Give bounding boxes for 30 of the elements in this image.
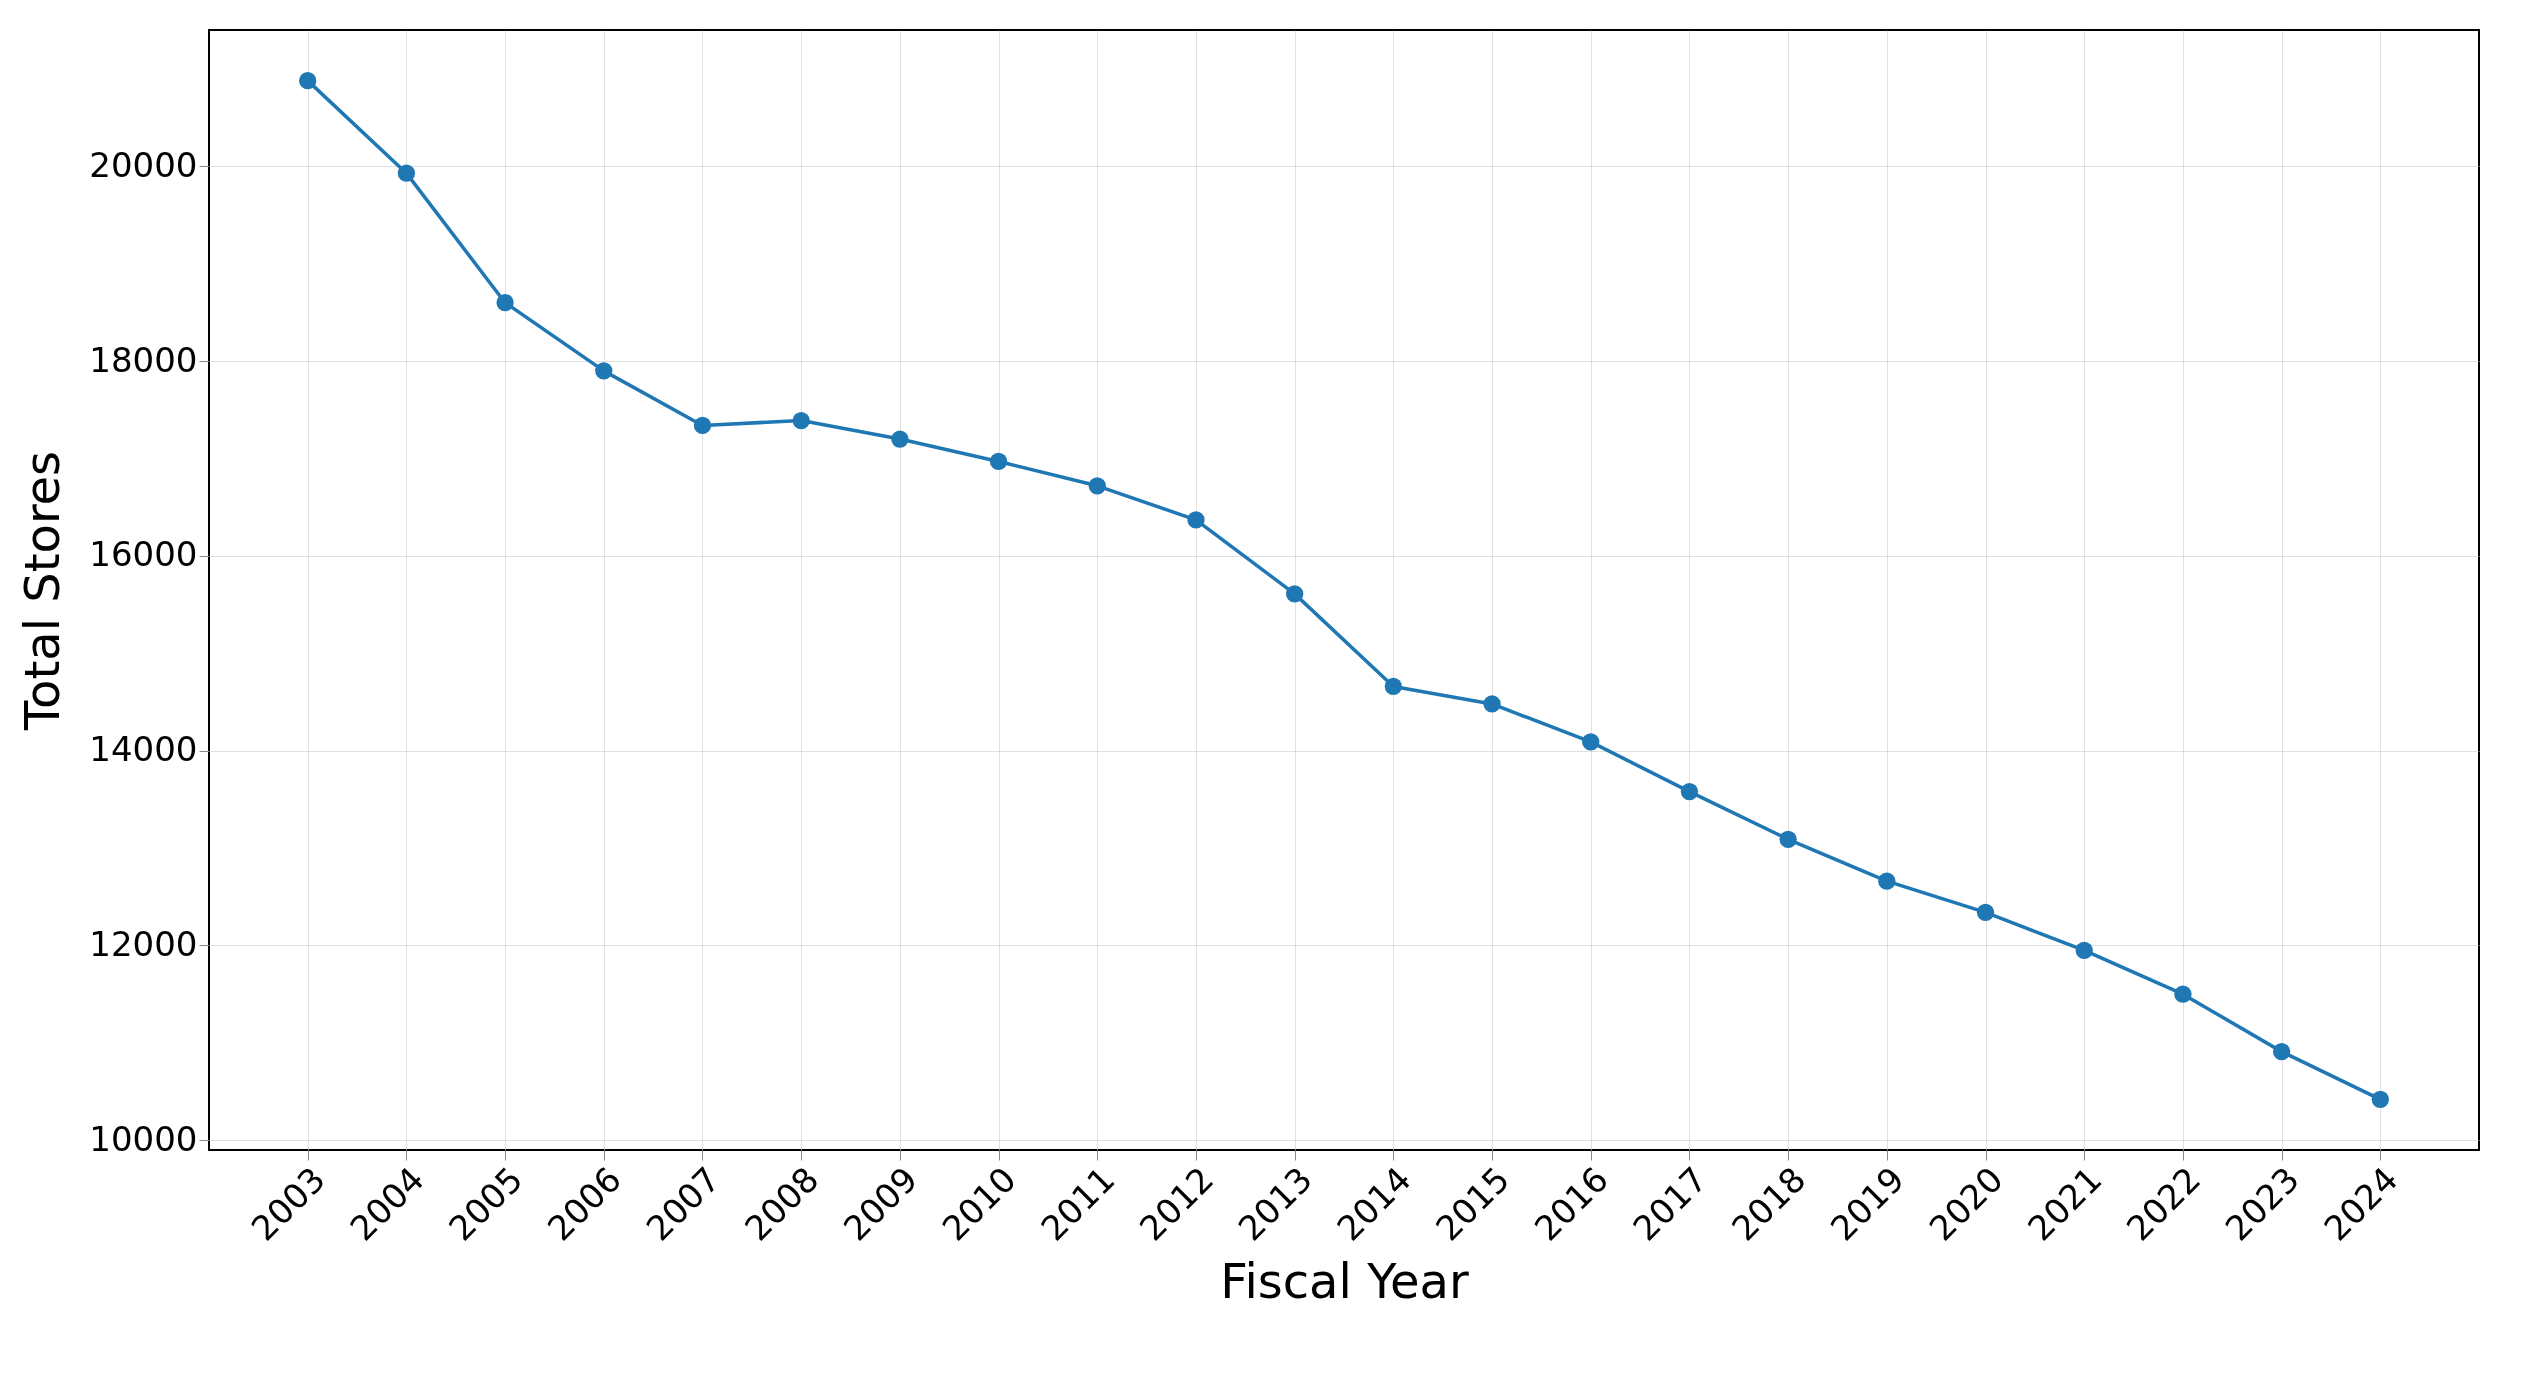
point [1483, 695, 1501, 713]
y-axis-title: Total Stores [14, 450, 71, 732]
x-axis-title: Fiscal Year [1220, 1252, 1470, 1309]
point [397, 164, 416, 182]
point [989, 452, 1008, 471]
point [1878, 872, 1896, 890]
point [2371, 1090, 2389, 1108]
point [1582, 733, 1600, 751]
point [1384, 677, 1403, 696]
point [693, 416, 712, 435]
point [2174, 985, 2192, 1003]
point [1976, 903, 1995, 922]
point [891, 430, 909, 448]
point [1285, 585, 1304, 603]
point [1088, 477, 1106, 495]
y-tick-label: 14000 [89, 729, 198, 770]
point [2075, 941, 2093, 959]
y-tick-label: 16000 [89, 534, 198, 575]
point [595, 362, 613, 380]
y-tick-label: 10000 [89, 1118, 198, 1159]
point [2272, 1042, 2291, 1061]
y-tick-label: 20000 [89, 144, 198, 185]
point [1187, 511, 1205, 529]
y-tick-label: 12000 [89, 923, 198, 964]
y-tick-label: 18000 [89, 339, 198, 380]
point [1680, 782, 1699, 801]
point [299, 72, 317, 90]
point [792, 411, 810, 430]
point [496, 294, 514, 312]
point [1779, 830, 1797, 848]
